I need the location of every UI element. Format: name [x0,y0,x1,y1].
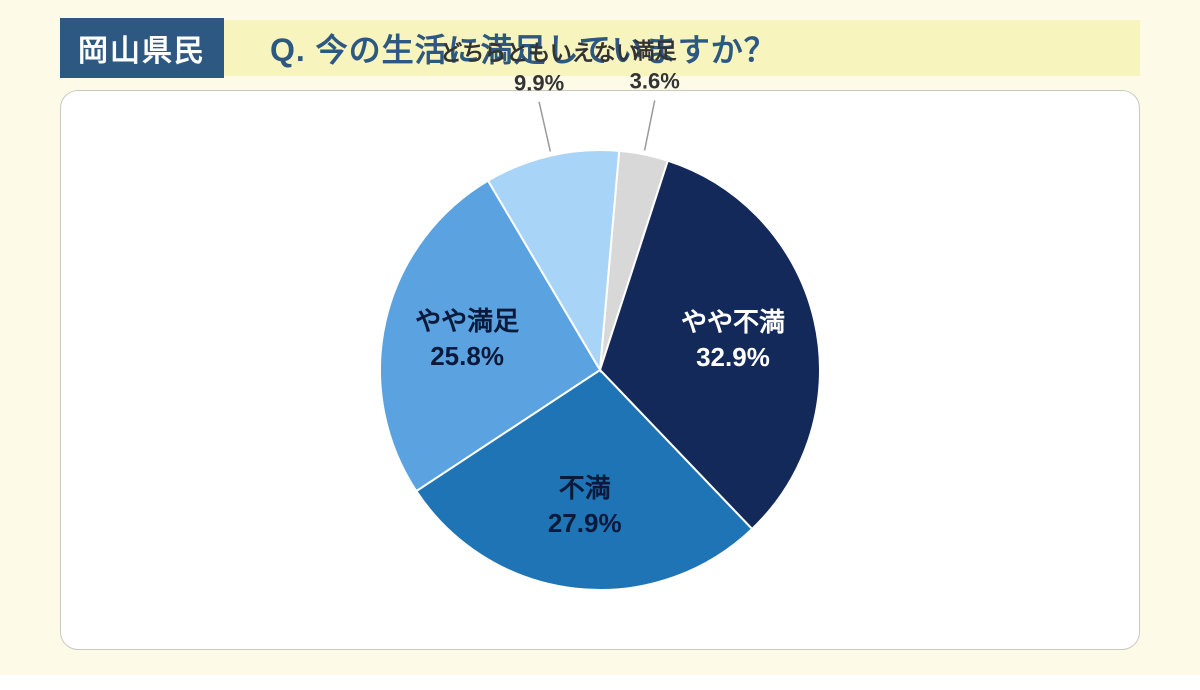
slice-label-external: どちらともいえない9.9% [440,38,638,97]
slice-label: やや不満32.9% [681,304,785,374]
region-badge: 岡山県民 [60,18,224,78]
leader-line [645,100,655,150]
page-root: 岡山県民 Q. 今の生活に満足していますか？ 満足3.6%やや不満32.9%不満… [0,0,1200,675]
chart-card: 満足3.6%やや不満32.9%不満27.9%やや満足25.8%どちらともいえない… [60,90,1140,650]
leader-line [539,102,550,152]
slice-label: 不満27.9% [548,470,622,540]
pie-chart: 満足3.6%やや不満32.9%不満27.9%やや満足25.8%どちらともいえない… [280,50,920,690]
pie-svg [280,50,920,690]
slice-label: やや満足25.8% [415,304,519,374]
